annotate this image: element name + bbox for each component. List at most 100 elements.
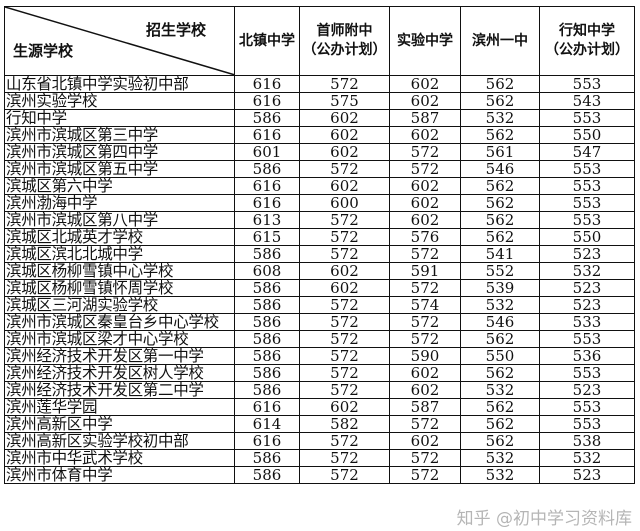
school-name-cell: 滨州经济技术开发区第二中学 [4,381,235,399]
score-cell: 572 [389,415,461,433]
score-cell: 532 [539,262,635,280]
score-cell: 602 [299,398,390,416]
table-row: 滨州市中华武术学校 586 572 572 532 532 [4,449,635,467]
score-cell: 553 [539,75,635,93]
score-cell: 586 [234,364,300,382]
column-header-line: 北镇中学 [239,32,295,49]
score-cell: 547 [539,143,635,161]
score-cell: 600 [299,194,390,212]
admission-score-table: 招生学校 生源学校 北镇中学 首师附中 （公办计划） 实验中学 滨州一中 行知中学 （公办计… [4,6,635,484]
table-row: 滨州市滨城区第四中学 601 602 572 561 547 [4,143,635,161]
score-cell: 616 [234,75,300,93]
score-cell: 553 [539,415,635,433]
school-name-cell: 滨城区杨柳雪镇怀周学校 [4,279,235,297]
score-cell: 615 [234,228,300,246]
score-cell: 572 [299,330,390,348]
score-cell: 613 [234,211,300,229]
score-cell: 608 [234,262,300,280]
score-cell: 572 [389,313,461,331]
score-cell: 582 [299,415,390,433]
score-cell: 532 [460,296,540,314]
diagonal-line [5,7,234,75]
school-name-cell: 滨州高新区实验学校初中部 [4,432,235,450]
score-cell: 550 [460,347,540,365]
school-name-cell: 滨城区北城英才学校 [4,228,235,246]
score-cell: 572 [299,228,390,246]
score-cell: 616 [234,194,300,212]
table-row: 滨城区杨柳雪镇中心学校 608 602 591 552 532 [4,262,635,280]
score-cell: 616 [234,398,300,416]
school-name-cell: 滨州高新区中学 [4,415,235,433]
school-name-cell: 滨州市滨城区第三中学 [4,126,235,144]
score-cell: 532 [460,466,540,484]
school-name-cell: 滨城区第六中学 [4,177,235,195]
score-cell: 553 [539,398,635,416]
score-cell: 602 [389,432,461,450]
school-name-cell: 滨州市体育中学 [4,466,235,484]
score-cell: 562 [460,194,540,212]
column-header-line: 滨州一中 [472,32,528,49]
table-row: 滨州市体育中学 586 572 572 532 523 [4,466,635,484]
school-name-cell: 滨州经济技术开发区树人学校 [4,364,235,382]
school-name-cell: 行知中学 [4,109,235,127]
score-cell: 576 [389,228,461,246]
table-row: 滨城区三河湖实验学校 586 572 574 532 523 [4,296,635,314]
score-cell: 572 [389,160,461,178]
score-cell: 562 [460,228,540,246]
score-cell: 572 [389,330,461,348]
score-cell: 541 [460,245,540,263]
watermark: 知乎 @初中学习资料库 [456,509,632,529]
score-cell: 539 [460,279,540,297]
table-row: 山东省北镇中学实验初中部 616 572 602 562 553 [4,75,635,93]
score-cell: 562 [460,398,540,416]
column-header: 行知中学 （公办计划） [539,6,635,76]
score-cell: 616 [234,432,300,450]
school-name-cell: 滨州市滨城区第四中学 [4,143,235,161]
column-header: 首师附中 （公办计划） [299,6,390,76]
score-cell: 586 [234,296,300,314]
score-cell: 586 [234,160,300,178]
column-header: 实验中学 [389,6,461,76]
score-cell: 572 [299,313,390,331]
score-cell: 523 [539,245,635,263]
column-header-line: （公办计划） [545,42,629,58]
score-cell: 587 [389,398,461,416]
school-name-cell: 滨城区杨柳雪镇中心学校 [4,262,235,280]
score-cell: 523 [539,296,635,314]
table-row: 滨州经济技术开发区第二中学 586 572 602 532 523 [4,381,635,399]
score-cell: 572 [299,364,390,382]
corner-header: 招生学校 生源学校 [4,6,235,76]
score-cell: 602 [389,75,461,93]
score-cell: 586 [234,109,300,127]
school-name-cell: 滨城区三河湖实验学校 [4,296,235,314]
score-cell: 575 [299,92,390,110]
score-cell: 562 [460,126,540,144]
score-cell: 553 [539,194,635,212]
table-row: 行知中学 586 602 587 532 553 [4,109,635,127]
column-header-line: 实验中学 [397,32,453,49]
score-cell: 562 [460,92,540,110]
score-cell: 562 [460,432,540,450]
school-name-cell: 滨州莲华学园 [4,398,235,416]
column-header: 滨州一中 [460,6,540,76]
score-cell: 552 [460,262,540,280]
score-cell: 553 [539,177,635,195]
score-cell: 616 [234,177,300,195]
score-cell: 591 [389,262,461,280]
score-cell: 602 [299,109,390,127]
school-name-cell: 滨州经济技术开发区第一中学 [4,347,235,365]
score-cell: 572 [389,449,461,467]
score-cell: 572 [299,245,390,263]
table-row: 滨城区滨北北城中学 586 572 572 541 523 [4,245,635,263]
school-name-cell: 滨州市中华武术学校 [4,449,235,467]
score-cell: 602 [389,381,461,399]
school-name-cell: 滨州渤海中学 [4,194,235,212]
table-row: 滨州市滨城区第五中学 586 572 572 546 553 [4,160,635,178]
header-row: 招生学校 生源学校 北镇中学 首师附中 （公办计划） 实验中学 滨州一中 行知中学 （公办计… [4,6,635,76]
score-cell: 574 [389,296,461,314]
school-name-cell: 滨城区滨北北城中学 [4,245,235,263]
score-cell: 590 [389,347,461,365]
score-cell: 586 [234,466,300,484]
score-cell: 536 [539,347,635,365]
score-cell: 523 [539,279,635,297]
